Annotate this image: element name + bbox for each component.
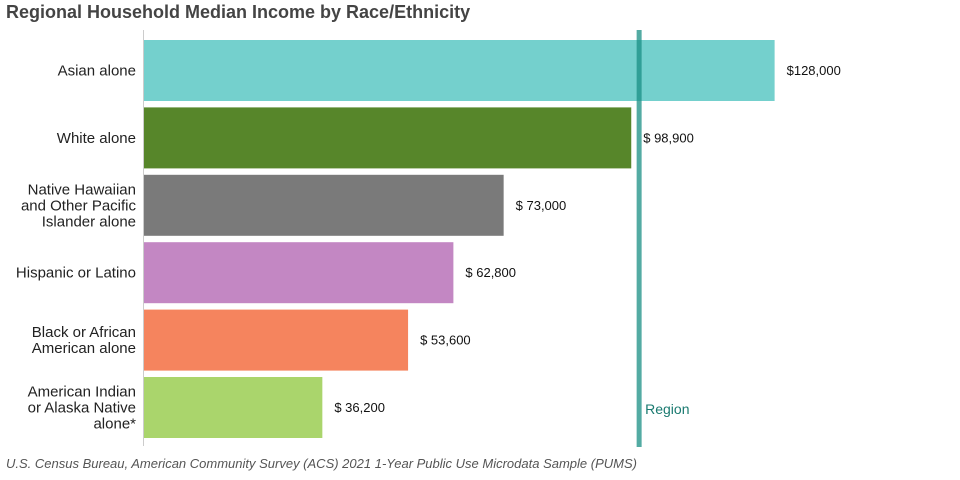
category-label-3: Native Hawaiian and Other Pacific Islander… — [21, 181, 137, 230]
category-label-line: Asian alone — [58, 63, 136, 80]
value-label-6: $ 36,200 — [334, 400, 385, 415]
category-label-line: Native Hawaiian — [28, 181, 136, 198]
category-label-2: White alone — [57, 130, 136, 147]
category-label-line: and Other Pacific — [21, 197, 137, 214]
region-reference-line — [636, 30, 642, 447]
category-label-line: White alone — [57, 130, 136, 147]
value-label-5: $ 53,600 — [420, 333, 471, 348]
value-label-1: $128,000 — [787, 63, 841, 78]
value-label-2: $ 98,900 — [643, 130, 694, 145]
category-label-1: Asian alone — [58, 63, 136, 80]
bar-4 — [144, 242, 454, 304]
category-label-line: Black or African — [32, 324, 136, 341]
bar-1 — [144, 40, 775, 101]
category-label-6: American Indian or Alaska Native alone* — [28, 384, 137, 433]
category-label-line: or Alaska Native — [28, 400, 136, 417]
value-label-4: $ 62,800 — [465, 265, 516, 280]
category-label-line: American alone — [32, 340, 136, 357]
bar-5 — [144, 309, 409, 371]
bar-3 — [144, 174, 504, 236]
category-label-4: Hispanic or Latino — [16, 265, 136, 282]
category-label-line: alone* — [93, 416, 136, 433]
region-reference-label: Region — [645, 401, 689, 417]
source-note: U.S. Census Bureau, American Community S… — [6, 456, 637, 471]
reference-line-group: Region — [636, 30, 690, 447]
category-label-line: Islander alone — [42, 213, 136, 230]
category-label-5: Black or African American alone — [32, 324, 136, 357]
bar-2 — [144, 107, 632, 169]
category-label-line: American Indian — [28, 384, 136, 401]
bar-6 — [144, 377, 323, 438]
category-label-line: Hispanic or Latino — [16, 265, 136, 282]
bar-chart: $128,000 Asian alone $ 98,900 White alone $ … — [16, 30, 841, 447]
value-label-3: $ 73,000 — [516, 198, 567, 213]
chart-title: Regional Household Median Income by Race… — [6, 2, 471, 22]
bars-group: $128,000 Asian alone $ 98,900 White alone $ … — [16, 40, 841, 438]
